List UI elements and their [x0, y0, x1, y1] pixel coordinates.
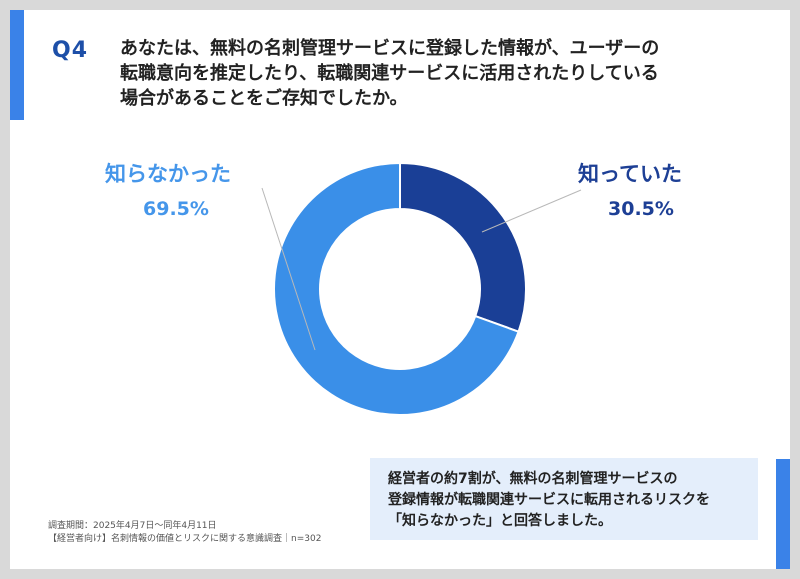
survey-period: 調査期間：2025年4月7日〜同年4月11日	[48, 521, 217, 531]
question-line: 転職意向を推定したり、転職関連サービスに活用されたりしている	[120, 63, 659, 84]
survey-footnote: 調査期間：2025年4月7日〜同年4月11日 【経営者向け】名刺情報の価値とリス…	[48, 520, 321, 546]
question-text: あなたは、無料の名刺管理サービスに登録した情報が、ユーザーの 転職意向を推定した…	[120, 36, 760, 111]
survey-title: 【経営者向け】名刺情報の価値とリスクに関する意識調査｜n=302	[48, 534, 322, 544]
question-number: Q4	[52, 38, 89, 63]
leader-line-unknown	[261, 187, 316, 351]
leader-line-known	[481, 189, 582, 233]
summary-box: 経営者の約7割が、無料の名刺管理サービスの 登録情報が転職関連サービスに転用され…	[370, 458, 758, 540]
slice-label-unknown: 知らなかった	[105, 162, 231, 186]
question-line: あなたは、無料の名刺管理サービスに登録した情報が、ユーザーの	[120, 38, 660, 59]
slice-value-unknown: 69.5%	[143, 198, 209, 220]
donut-slice-unknown	[273, 161, 520, 416]
slice-value-known: 30.5%	[608, 198, 674, 220]
donut-slice-known	[399, 161, 527, 333]
accent-bar-top	[10, 10, 24, 120]
summary-line: 「知らなかった」と回答しました。	[388, 513, 612, 529]
survey-card: Q4 あなたは、無料の名刺管理サービスに登録した情報が、ユーザーの 転職意向を推…	[10, 10, 790, 569]
question-line: 場合があることをご存知でしたか。	[120, 88, 408, 109]
summary-line: 登録情報が転職関連サービスに転用されるリスクを	[388, 492, 710, 508]
summary-line: 経営者の約7割が、無料の名刺管理サービスの	[388, 471, 678, 487]
accent-bar-bottom	[776, 459, 790, 569]
slice-label-known: 知っていた	[578, 162, 682, 186]
donut-chart	[261, 161, 582, 416]
